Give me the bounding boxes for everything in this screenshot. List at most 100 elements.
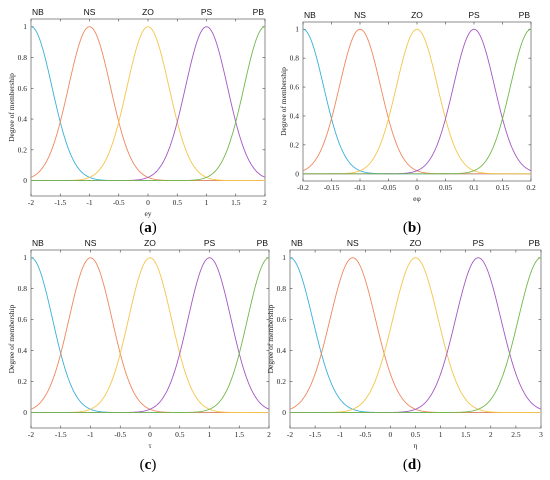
x-tick-label: 1.5: [461, 430, 471, 439]
y-tick-label: 0.8: [18, 53, 28, 62]
x-tick-label: -2: [28, 430, 34, 439]
y-tick-label: 0: [295, 169, 299, 178]
y-tick-label: 0.8: [18, 284, 28, 293]
series-line-zo: [31, 257, 269, 413]
x-tick-label: 1.5: [235, 430, 245, 439]
series-label-pb: PB: [519, 10, 531, 20]
x-tick-label: -2: [28, 198, 34, 207]
y-tick-label: 0.4: [18, 115, 28, 124]
series-line-ns: [31, 26, 265, 182]
y-tick-label: 1: [23, 253, 27, 262]
series-line-nb: [31, 257, 269, 413]
plot-frame: [30, 249, 270, 429]
x-tick-label: -1: [86, 198, 92, 207]
series-line-ns: [303, 28, 531, 175]
x-tick-label: -0.15: [324, 183, 340, 192]
panel-caption: (c): [140, 457, 157, 473]
x-tick-label: -1.5: [54, 198, 66, 207]
x-tick-label: 0.1: [469, 183, 479, 192]
x-tick-label: 0: [389, 430, 393, 439]
series-label-zo: ZO: [410, 238, 422, 248]
y-tick-label: 0.4: [277, 346, 287, 355]
series-label-pb: PB: [257, 238, 269, 248]
y-tick-label: 0.6: [18, 84, 28, 93]
x-tick-label: -2: [287, 430, 293, 439]
x-tick-label: -0.5: [113, 198, 125, 207]
series-label-zo: ZO: [411, 10, 423, 20]
y-tick-label: 0.6: [18, 315, 28, 324]
series-label-zo: ZO: [142, 7, 154, 17]
x-tick-label: 0.5: [175, 430, 185, 439]
series-label-ns: NS: [354, 10, 366, 20]
x-axis-label: eφ: [413, 194, 421, 203]
y-axis-label: Degree of membership: [7, 304, 16, 373]
chart-panel-3: -2 -1.5 -1 -0.5 0 0.5 1 1.5 2 0 0.2 0.4 0.6 0.8 1 τ Degr…: [7, 238, 271, 473]
chart-panel-4: -2 -1.5 -1 -0.5 0 0.5 1 1.5 2 2.5 3 0 0.2 0.4 0.6 0.8 1 η…: [266, 238, 543, 473]
x-tick-label: 0.2: [526, 183, 536, 192]
series-line-ps: [31, 26, 265, 182]
x-axis-label: η: [414, 441, 418, 450]
chart-panel-1: -2 -1.5 -1 -0.5 0 0.5 1 1.5 2 0 0.2 0.4 0.6 0.8 1 ey Deg…: [7, 7, 267, 236]
y-tick-label: 0.4: [290, 111, 300, 120]
series-label-ns: NS: [347, 238, 359, 248]
x-tick-label: 2: [263, 198, 267, 207]
x-tick-label: 1: [208, 430, 212, 439]
series-label-zo: ZO: [144, 238, 156, 248]
x-tick-label: 0.5: [411, 430, 421, 439]
y-axis-label: Degree of membership: [7, 73, 16, 142]
series-line-zo: [290, 257, 541, 413]
x-tick-label: -0.1: [354, 183, 366, 192]
x-tick-label: -1: [337, 430, 343, 439]
series-line-nb: [290, 257, 541, 413]
x-tick-label: 2.5: [511, 430, 521, 439]
series-label-pb: PB: [529, 238, 541, 248]
x-tick-label: 0: [146, 198, 150, 207]
y-tick-label: 0: [282, 408, 286, 417]
series-line-pb: [303, 28, 531, 175]
series-line-zo: [31, 26, 265, 182]
plot-frame: [289, 249, 542, 429]
x-axis-label: ey: [144, 209, 151, 218]
y-tick-label: 0: [23, 408, 27, 417]
series-line-pb: [31, 26, 265, 182]
x-axis-label: τ: [148, 441, 151, 450]
series-line-ps: [31, 257, 269, 413]
x-tick-label: -1.5: [55, 430, 67, 439]
y-tick-label: 1: [295, 25, 299, 34]
panel-caption: (a): [139, 220, 157, 236]
series-line-ps: [290, 257, 541, 413]
x-tick-label: 0: [148, 430, 152, 439]
series-line-ps: [303, 28, 531, 175]
x-tick-label: 0: [415, 183, 419, 192]
y-tick-label: 0.2: [290, 140, 300, 149]
plot-frame: [30, 18, 266, 197]
y-tick-label: 1: [23, 22, 27, 31]
y-tick-label: 0.6: [290, 83, 300, 92]
x-tick-label: 1: [205, 198, 209, 207]
y-tick-label: 0.2: [18, 145, 28, 154]
plot-frame: [302, 21, 532, 182]
series-label-nb: NB: [304, 10, 316, 20]
series-label-ns: NS: [85, 238, 97, 248]
x-tick-label: 3: [539, 430, 543, 439]
y-tick-label: 0.2: [18, 377, 28, 386]
x-tick-label: -0.2: [297, 183, 309, 192]
x-tick-label: 0.5: [173, 198, 183, 207]
y-tick-label: 0.6: [277, 315, 287, 324]
series-line-nb: [303, 28, 531, 175]
series-label-ps: PS: [204, 238, 216, 248]
panel-caption: (d): [403, 457, 421, 473]
series-label-nb: NB: [32, 238, 44, 248]
y-axis-label: Degree of membership: [279, 67, 288, 136]
x-tick-label: -1.5: [309, 430, 321, 439]
series-line-ns: [31, 257, 269, 413]
series-label-nb: NB: [32, 7, 44, 17]
series-line-ns: [290, 257, 541, 413]
x-tick-label: -0.5: [359, 430, 371, 439]
series-label-pb: PB: [253, 7, 265, 17]
series-label-ns: NS: [84, 7, 96, 17]
series-line-pb: [31, 257, 269, 413]
series-label-ps: PS: [473, 238, 485, 248]
y-tick-label: 0.4: [18, 346, 28, 355]
